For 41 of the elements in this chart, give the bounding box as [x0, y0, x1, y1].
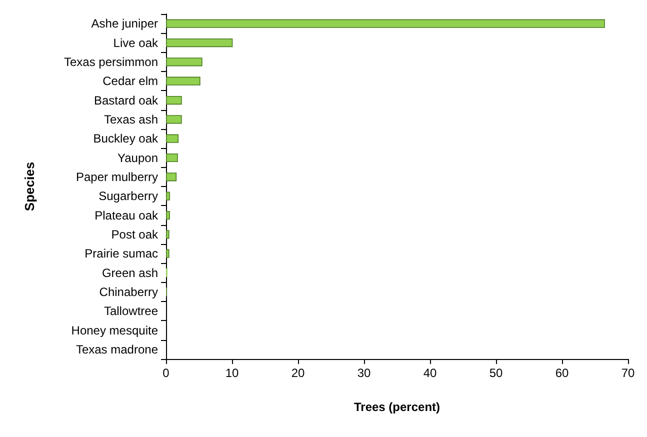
y-tick-label: Plateau oak: [94, 208, 159, 222]
bar: [166, 249, 170, 258]
y-tick-label: Yaupon: [118, 150, 158, 165]
bar: [166, 58, 202, 66]
x-tick-label: 20: [291, 366, 305, 380]
bar: [166, 76, 200, 86]
bar: [166, 153, 178, 162]
x-tick-label: 40: [423, 366, 437, 380]
x-tick-label: 50: [489, 366, 503, 380]
x-axis-title: Trees (percent): [354, 400, 440, 414]
y-tick-label: Sugarberry: [98, 189, 158, 204]
y-tick-label: Honey mesquite: [71, 323, 158, 338]
y-tick-label: Green ash: [102, 266, 158, 280]
x-tick-label: 70: [621, 366, 635, 380]
y-tick-label: Texas persimmon: [64, 54, 158, 69]
y-tick-label: Texas madrone: [76, 342, 158, 356]
y-tick-label: Tallowtree: [104, 304, 158, 318]
bar: [166, 115, 182, 124]
bar: [166, 134, 179, 143]
bar: [166, 230, 170, 239]
bar: [166, 96, 182, 105]
x-tick-label: 60: [555, 366, 569, 380]
x-tick-label: 0: [162, 366, 170, 380]
y-tick-label: Chinaberry: [99, 284, 158, 299]
y-tick-label: Ashe juniper: [91, 16, 158, 31]
x-tick-label: 30: [357, 366, 371, 380]
y-tick-label: Post oak: [111, 227, 159, 242]
y-tick-label: Prairie sumac: [84, 246, 158, 261]
y-tick-label: Bastard oak: [94, 93, 159, 108]
bar: [166, 210, 170, 220]
x-tick-label: 10: [225, 366, 239, 380]
y-tick-label: Live oak: [113, 36, 159, 50]
y-axis-title: Species: [22, 162, 37, 212]
bar: [166, 172, 177, 182]
bar: [166, 19, 605, 28]
y-tick-label: Paper mulberry: [76, 170, 158, 184]
y-tick-label: Texas ash: [104, 112, 158, 126]
y-tick-label: Cedar elm: [102, 74, 158, 88]
y-tick-label: Buckley oak: [93, 132, 159, 146]
bar: [166, 192, 170, 200]
bar: [166, 38, 233, 48]
